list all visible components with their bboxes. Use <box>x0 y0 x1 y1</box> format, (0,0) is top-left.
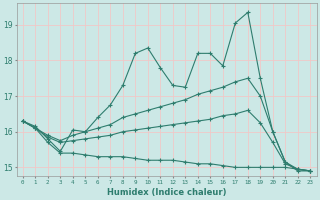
X-axis label: Humidex (Indice chaleur): Humidex (Indice chaleur) <box>107 188 226 197</box>
